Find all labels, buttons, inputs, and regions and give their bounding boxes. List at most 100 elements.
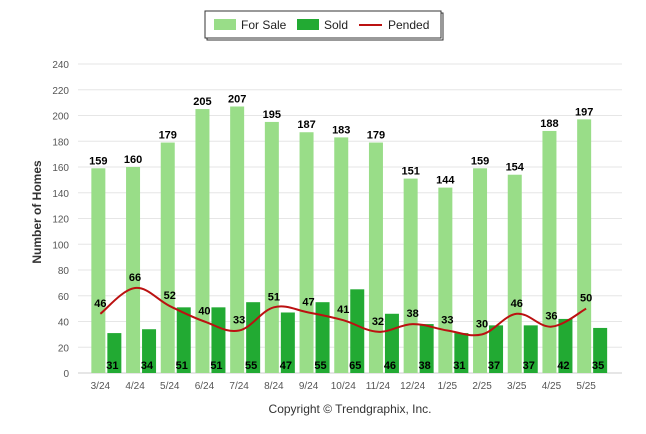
y-tick-label: 100 bbox=[52, 240, 69, 251]
x-tick-label: 1/25 bbox=[438, 381, 458, 392]
pended-value-label: 46 bbox=[511, 298, 523, 310]
bar-sold bbox=[489, 325, 504, 373]
for-sale-value-label: 151 bbox=[401, 166, 419, 178]
sold-value-label: 55 bbox=[314, 360, 326, 372]
bar-for-sale bbox=[334, 137, 349, 373]
sold-value-label: 46 bbox=[384, 360, 396, 372]
bar-for-sale bbox=[195, 109, 210, 373]
bar-for-sale bbox=[160, 142, 175, 373]
for-sale-value-label: 205 bbox=[193, 96, 211, 108]
for-sale-value-label: 160 bbox=[124, 154, 142, 166]
bar-for-sale bbox=[91, 168, 106, 373]
pended-value-label: 66 bbox=[129, 272, 141, 284]
bar-for-sale bbox=[507, 174, 522, 373]
legend-frame bbox=[204, 10, 442, 39]
pended-value-label: 36 bbox=[545, 311, 557, 323]
sold-value-label: 42 bbox=[557, 360, 569, 372]
x-tick-label: 4/24 bbox=[125, 381, 145, 392]
pended-value-label: 41 bbox=[337, 304, 349, 316]
x-tick-label: 10/24 bbox=[331, 381, 356, 392]
x-tick-label: 5/24 bbox=[160, 381, 180, 392]
sold-value-label: 47 bbox=[280, 360, 292, 372]
y-tick-label: 180 bbox=[52, 137, 69, 148]
pended-value-label: 33 bbox=[233, 315, 245, 327]
y-axis: 0 20 40 60 80 100 120 140 160 180 200 220 240 bbox=[52, 60, 69, 380]
bar-for-sale bbox=[577, 119, 592, 373]
bar-sold bbox=[211, 307, 226, 373]
sold-value-label: 37 bbox=[523, 360, 535, 372]
for-sale-value-label: 159 bbox=[471, 155, 489, 167]
legend-label-sold: Sold bbox=[324, 18, 348, 32]
pended-value-label: 47 bbox=[302, 296, 314, 308]
for-sale-value-label: 197 bbox=[575, 106, 593, 118]
pended-value-label: 32 bbox=[372, 316, 384, 328]
x-tick-label: 6/24 bbox=[195, 381, 215, 392]
bar-for-sale bbox=[230, 106, 245, 374]
for-sale-value-label: 179 bbox=[159, 130, 177, 142]
pended-value-label: 30 bbox=[476, 318, 488, 330]
x-tick-label: 12/24 bbox=[400, 381, 425, 392]
y-tick-label: 0 bbox=[63, 369, 69, 380]
sold-value-label: 35 bbox=[592, 360, 604, 372]
data-labels: 159 31 160 34 179 51 205 51 207 55 195 47 187 55 183 65… bbox=[89, 93, 604, 372]
for-sale-value-label: 159 bbox=[89, 155, 107, 167]
sold-value-label: 65 bbox=[349, 360, 361, 372]
pended-value-label: 40 bbox=[198, 306, 210, 318]
gridlines bbox=[78, 63, 622, 374]
pended-value-label: 38 bbox=[407, 308, 419, 320]
bar-for-sale bbox=[264, 121, 279, 373]
for-sale-value-label: 207 bbox=[228, 93, 246, 105]
y-tick-label: 20 bbox=[58, 343, 70, 354]
legend: For Sale Sold Pended bbox=[204, 10, 444, 41]
sold-value-label: 51 bbox=[176, 360, 188, 372]
bar-for-sale bbox=[542, 130, 557, 373]
bar-sold bbox=[350, 289, 365, 373]
pended-value-label: 50 bbox=[580, 293, 592, 305]
sold-value-label: 31 bbox=[106, 360, 118, 372]
x-tick-label: 2/25 bbox=[472, 381, 492, 392]
legend-swatch-for-sale bbox=[214, 19, 236, 30]
sold-value-label: 31 bbox=[453, 360, 465, 372]
sold-value-label: 38 bbox=[419, 360, 431, 372]
y-tick-label: 140 bbox=[52, 189, 69, 200]
bar-sold bbox=[315, 302, 330, 373]
pended-line bbox=[99, 287, 587, 337]
x-tick-label: 3/25 bbox=[507, 381, 527, 392]
sold-value-label: 34 bbox=[141, 360, 154, 372]
x-axis: 3/24 4/24 5/24 6/24 7/24 8/24 9/24 10/24 11/24 12… bbox=[91, 381, 597, 392]
bar-for-sale bbox=[368, 142, 383, 373]
for-sale-value-label: 144 bbox=[436, 175, 455, 187]
x-tick-label: 5/25 bbox=[576, 381, 596, 392]
for-sale-value-label: 183 bbox=[332, 124, 350, 136]
pended-value-label: 33 bbox=[441, 315, 453, 327]
bar-sold bbox=[280, 312, 295, 373]
y-tick-label: 120 bbox=[52, 215, 69, 226]
for-sale-value-label: 179 bbox=[367, 130, 385, 142]
bar-sold bbox=[593, 327, 608, 373]
bar-for-sale bbox=[438, 187, 453, 373]
sold-value-label: 51 bbox=[210, 360, 222, 372]
x-tick-label: 9/24 bbox=[299, 381, 319, 392]
y-tick-label: 40 bbox=[58, 318, 70, 329]
legend-label-for-sale: For Sale bbox=[241, 18, 287, 32]
for-sale-value-label: 188 bbox=[540, 118, 558, 130]
copyright-text: Copyright © Trendgraphix, Inc. bbox=[269, 402, 432, 416]
pended-value-label: 52 bbox=[164, 290, 176, 302]
y-tick-label: 60 bbox=[58, 292, 70, 303]
bar-for-sale bbox=[126, 167, 141, 373]
x-tick-label: 7/24 bbox=[229, 381, 249, 392]
for-sale-value-label: 187 bbox=[297, 119, 315, 131]
bar-sold bbox=[558, 318, 573, 373]
pended-value-label: 51 bbox=[268, 291, 280, 303]
bar-sold bbox=[523, 325, 538, 373]
bar-for-sale bbox=[299, 132, 314, 373]
y-tick-label: 220 bbox=[52, 86, 69, 97]
x-tick-label: 3/24 bbox=[91, 381, 111, 392]
y-tick-label: 200 bbox=[52, 112, 69, 123]
x-tick-label: 4/25 bbox=[542, 381, 562, 392]
y-axis-title: Number of Homes bbox=[30, 160, 44, 264]
sold-value-label: 37 bbox=[488, 360, 500, 372]
pended-value-label: 46 bbox=[94, 298, 106, 310]
y-tick-label: 240 bbox=[52, 60, 69, 71]
